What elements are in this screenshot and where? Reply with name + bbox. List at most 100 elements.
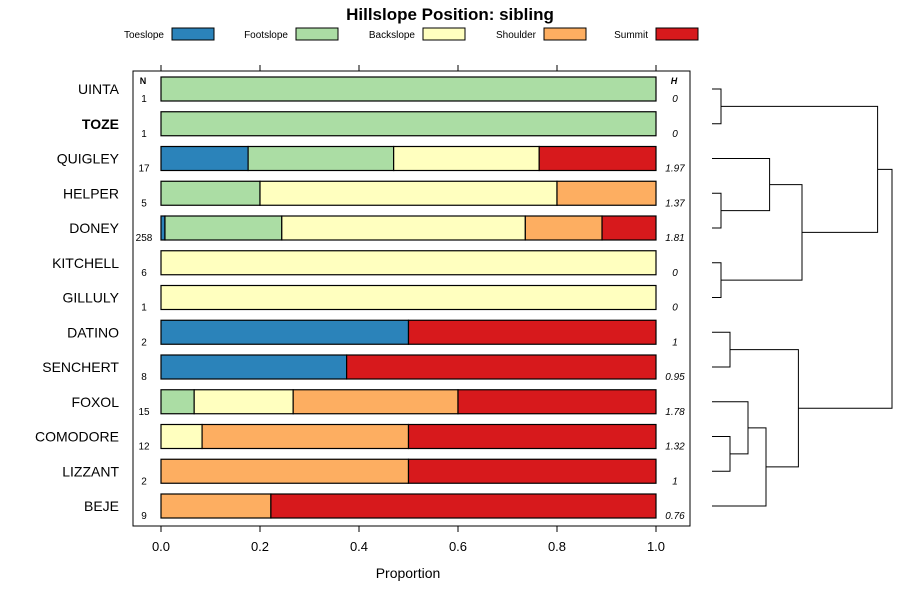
- row-h-senchert: 0.95: [665, 372, 685, 383]
- bar-doney-summit: [601, 215, 657, 241]
- bar-quigley-summit: [538, 145, 657, 172]
- row-h-uinta: 0: [672, 94, 678, 105]
- legend: Toeslope Footslope Backslope Shoulder Summit: [124, 27, 699, 41]
- row-label-uinta: UINTA: [78, 81, 120, 97]
- x-tick-label: 0.6: [449, 539, 467, 554]
- bar-senchert-toeslope: [160, 354, 348, 380]
- bar-senchert-summit: [346, 354, 657, 380]
- bar-foxol-backslope: [193, 389, 294, 415]
- bar-doney-shoulder: [524, 215, 603, 241]
- bar-doney-backslope: [281, 215, 526, 241]
- x-tick-label: 0.0: [152, 539, 170, 554]
- column-header-n: N: [140, 76, 147, 86]
- row-h-comodore: 1.32: [665, 442, 685, 453]
- row-label-beje: BEJE: [84, 498, 119, 514]
- bar-uinta-footslope: [160, 76, 657, 102]
- bar-gilluly-backslope: [160, 284, 657, 311]
- bar-foxol-footslope: [160, 389, 195, 415]
- legend-swatch-summit: [655, 27, 699, 41]
- dendrogram-link-1: [712, 88, 722, 125]
- row-h-kitchell: 0: [672, 268, 678, 279]
- bar-beje-shoulder: [160, 493, 272, 519]
- dendrogram-link-7: [712, 331, 731, 368]
- x-axis-label: Proportion: [376, 565, 441, 581]
- bar-datino-summit: [407, 319, 657, 345]
- dendrogram-link-2: [712, 192, 722, 229]
- column-header-h: H: [671, 76, 678, 86]
- legend-label-summit: Summit: [614, 30, 648, 41]
- row-label-toze: TOZE: [82, 116, 119, 132]
- row-n-kitchell: 6: [141, 268, 147, 279]
- row-n-doney: 258: [136, 233, 153, 244]
- row-n-lizzant: 2: [141, 476, 147, 487]
- dendrogram: [712, 88, 893, 507]
- bar-rows: UINTA 1 0 TOZE 1 0 QUIGLEY 17 1.97 HELPER 5 1.37 DON…: [35, 76, 685, 522]
- row-label-senchert: SENCHERT: [42, 359, 119, 375]
- row-label-quigley: QUIGLEY: [57, 151, 120, 167]
- row-label-doney: DONEY: [69, 220, 119, 236]
- row-n-foxol: 15: [138, 407, 150, 418]
- row-h-doney: 1.81: [665, 233, 684, 244]
- dendrogram-link-12: [798, 168, 893, 409]
- row-label-comodore: COMODORE: [35, 429, 119, 445]
- bar-comodore-shoulder: [201, 423, 410, 450]
- legend-label-footslope: Footslope: [244, 30, 288, 41]
- bar-toze-footslope: [160, 111, 657, 137]
- bar-foxol-shoulder: [292, 389, 459, 415]
- row-label-gilluly: GILLULY: [62, 290, 119, 306]
- bar-quigley-footslope: [247, 145, 395, 172]
- bar-kitchell-backslope: [160, 250, 657, 276]
- dendrogram-link-8: [712, 436, 731, 472]
- dendrogram-link-4: [712, 262, 722, 298]
- bar-helper-shoulder: [556, 180, 657, 206]
- chart-title: Hillslope Position: sibling: [346, 5, 554, 24]
- row-h-beje: 0.76: [665, 511, 685, 522]
- legend-swatch-toeslope: [171, 27, 215, 41]
- x-tick-label: 1.0: [647, 539, 665, 554]
- row-h-lizzant: 1: [672, 476, 678, 487]
- x-tick-label: 0.2: [251, 539, 269, 554]
- legend-swatch-footslope: [295, 27, 339, 41]
- bar-lizzant-shoulder: [160, 458, 410, 484]
- row-label-foxol: FOXOL: [72, 394, 120, 410]
- row-h-foxol: 1.78: [665, 407, 685, 418]
- bar-quigley-toeslope: [160, 145, 249, 172]
- x-tick-label: 0.4: [350, 539, 368, 554]
- row-label-helper: HELPER: [63, 185, 119, 201]
- bar-foxol-summit: [457, 389, 657, 415]
- dendrogram-link-11: [730, 349, 799, 468]
- bar-helper-backslope: [259, 180, 558, 206]
- row-n-toze: 1: [141, 129, 147, 140]
- dendrogram-link-10: [712, 427, 767, 507]
- row-n-uinta: 1: [141, 94, 147, 105]
- row-n-gilluly: 1: [141, 303, 147, 314]
- legend-label-backslope: Backslope: [369, 30, 416, 41]
- plot-panel: [132, 70, 691, 527]
- row-h-helper: 1.37: [665, 198, 685, 209]
- bar-comodore-backslope: [160, 423, 203, 450]
- bar-helper-footslope: [160, 180, 261, 206]
- row-label-datino: DATINO: [67, 324, 119, 340]
- row-n-comodore: 12: [138, 442, 150, 453]
- legend-swatch-backslope: [422, 27, 466, 41]
- row-h-gilluly: 0: [672, 303, 678, 314]
- bar-beje-summit: [270, 493, 657, 519]
- axes: 0.0 0.2 0.4 0.6 0.8 1.0: [152, 65, 665, 554]
- row-n-datino: 2: [141, 337, 147, 348]
- bar-quigley-backslope: [393, 145, 540, 172]
- row-label-lizzant: LIZZANT: [62, 463, 119, 479]
- legend-swatch-shoulder: [543, 27, 587, 41]
- row-n-helper: 5: [141, 198, 147, 209]
- row-h-quigley: 1.97: [665, 164, 685, 175]
- row-n-beje: 9: [141, 511, 147, 522]
- dendrogram-link-5: [721, 184, 803, 281]
- bar-comodore-summit: [407, 423, 657, 450]
- legend-label-shoulder: Shoulder: [496, 30, 537, 41]
- bar-datino-toeslope: [160, 319, 410, 345]
- row-label-kitchell: KITCHELL: [52, 255, 119, 271]
- row-n-quigley: 17: [138, 164, 150, 175]
- bar-doney-footslope: [164, 215, 283, 241]
- row-n-senchert: 8: [141, 372, 147, 383]
- x-tick-label: 0.8: [548, 539, 566, 554]
